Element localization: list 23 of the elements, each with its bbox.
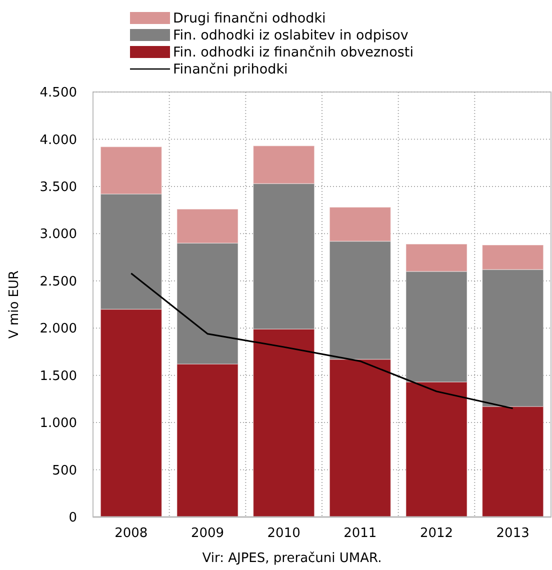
x-tick-label: 2013	[496, 526, 530, 541]
x-tick-label: 2010	[267, 526, 300, 541]
y-tick-label: 4.000	[40, 132, 77, 148]
y-tick-label: 0	[68, 510, 77, 526]
x-tick-label: 2012	[420, 526, 454, 541]
legend-label: Finančni prihodki	[173, 62, 288, 78]
legend-label: Drugi finančni odhodki	[173, 10, 326, 27]
y-tick-label: 2.000	[40, 322, 77, 337]
x-tick-label: 2009	[190, 526, 224, 541]
x-tick-label: 2008	[114, 526, 148, 541]
y-tick-label: 4.500	[40, 86, 77, 101]
y-tick-label: 1.500	[40, 368, 77, 384]
y-tick-label: 3.500	[40, 180, 77, 195]
y-tick-label: 3.000	[40, 227, 77, 242]
y-tick-label: 500	[52, 463, 77, 478]
x-tick-label: 2011	[344, 526, 377, 541]
legend-label: Fin. odhodki iz oslabitev in odpisov	[173, 28, 408, 44]
line-series	[130, 272, 514, 410]
y-tick-label: 2.500	[40, 274, 77, 290]
text: Vir: AJPES, preračuni UMAR.	[202, 551, 382, 566]
y-axis-title: V mio EUR	[7, 270, 22, 339]
y-tick-label: 1.000	[40, 416, 77, 432]
legend-label: Fin. odhodki iz finančnih obveznosti	[173, 44, 414, 61]
